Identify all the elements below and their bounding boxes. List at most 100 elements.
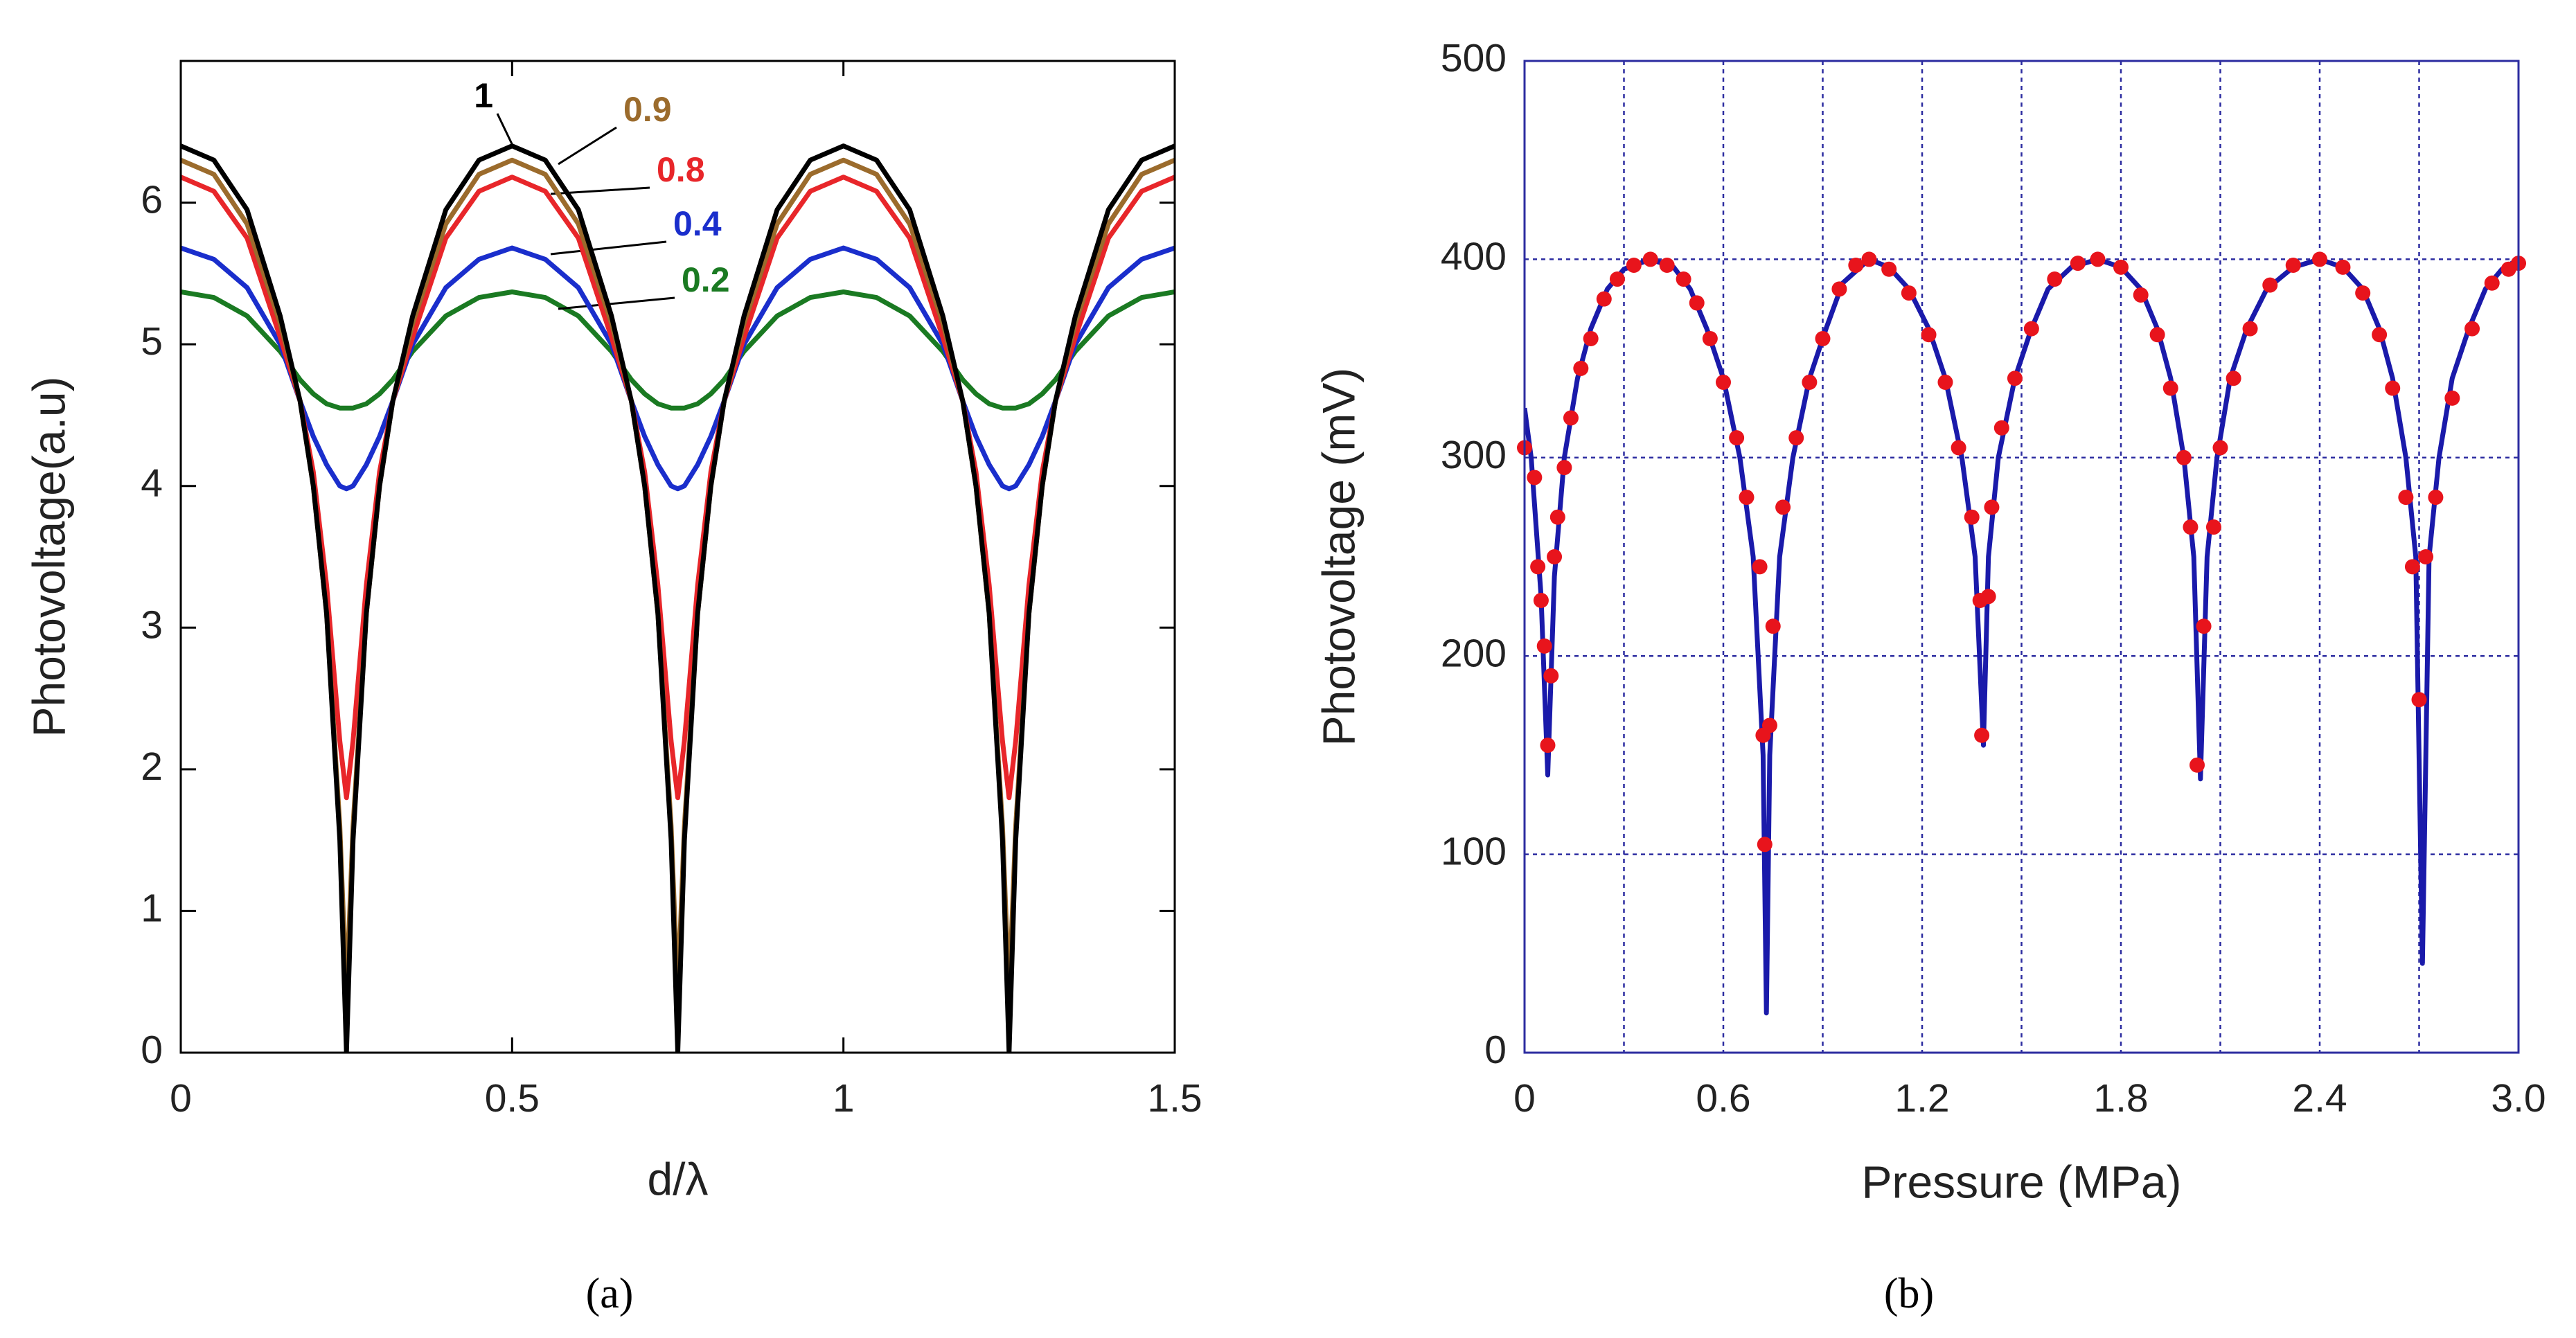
data-point	[1556, 460, 1572, 476]
x-tick-label: 0	[1513, 1076, 1536, 1121]
data-point	[2183, 519, 2199, 535]
data-point	[2484, 275, 2500, 291]
data-point	[2372, 327, 2388, 343]
data-point	[1642, 251, 1658, 267]
data-point	[2464, 321, 2480, 337]
y-tick-label: 200	[1441, 631, 1507, 675]
y-tick-label: 5	[141, 319, 163, 364]
y-tick-label: 6	[141, 178, 163, 222]
y-axis-label: Photovoltage(a.u)	[23, 376, 74, 737]
data-point	[1543, 668, 1559, 684]
data-point	[1921, 327, 1937, 343]
data-point	[1689, 295, 1705, 311]
y-tick-label: 500	[1441, 36, 1507, 80]
data-point	[1765, 618, 1781, 634]
plot-frame	[1523, 60, 2520, 1054]
y-tick-label: 3	[141, 603, 163, 647]
data-point	[1729, 430, 1745, 446]
data-point	[1815, 330, 1831, 346]
data-point	[1831, 281, 1847, 297]
x-tick-label: 1.8	[2093, 1076, 2148, 1121]
data-point	[1739, 490, 1755, 506]
x-tick-label: 1.5	[1147, 1076, 1202, 1121]
series-label: 0.8	[657, 150, 705, 189]
y-tick-label: 0	[141, 1028, 163, 1072]
series-line	[181, 245, 1175, 492]
data-point	[2023, 321, 2039, 337]
leader-line	[558, 126, 617, 166]
caption: (a)	[586, 1270, 634, 1317]
leader-line	[496, 113, 515, 149]
data-point	[1596, 291, 1612, 307]
data-point	[2176, 449, 2192, 465]
data-point	[1974, 727, 1990, 743]
data-point	[2212, 440, 2228, 456]
data-point	[2226, 371, 2241, 386]
x-tick-label: 0	[170, 1076, 192, 1121]
series-label: 0.2	[682, 260, 730, 299]
data-point	[1540, 738, 1556, 753]
data-point	[2385, 380, 2401, 396]
data-point	[2428, 490, 2444, 506]
data-point	[2196, 618, 2212, 634]
x-tick-label: 1.2	[1894, 1076, 1949, 1121]
data-point	[1583, 330, 1599, 346]
caption: (b)	[1884, 1270, 1934, 1317]
y-tick-label: 2	[141, 744, 163, 789]
data-point	[1775, 499, 1791, 515]
series-line	[181, 175, 1175, 801]
data-point	[1563, 410, 1579, 426]
x-tick-label: 0.5	[485, 1076, 540, 1121]
data-point	[2355, 285, 2371, 301]
data-point	[2007, 371, 2023, 386]
x-tick-label: 0.6	[1696, 1076, 1750, 1121]
data-point	[1536, 638, 1552, 654]
data-point	[2113, 259, 2129, 275]
series-label: 0.9	[623, 90, 672, 129]
data-point	[1993, 420, 2009, 436]
data-point	[1757, 837, 1773, 853]
data-point	[1901, 285, 1917, 301]
data-point	[1881, 261, 1897, 277]
x-axis-label: d/λ	[647, 1153, 708, 1204]
x-tick-label: 2.4	[2292, 1076, 2347, 1121]
data-point	[2070, 256, 2086, 271]
data-point	[1861, 251, 1877, 267]
data-point	[2162, 380, 2178, 396]
data-point	[2285, 257, 2301, 273]
data-point	[2411, 692, 2427, 708]
data-point	[1802, 374, 1818, 390]
data-point	[1964, 509, 1980, 525]
y-tick-label: 100	[1441, 830, 1507, 874]
y-tick-label: 300	[1441, 433, 1507, 477]
data-point	[1533, 593, 1549, 609]
data-point	[1951, 440, 1966, 456]
series-label: 0.4	[673, 204, 722, 243]
data-point	[1609, 271, 1625, 287]
data-point	[1676, 271, 1691, 287]
y-tick-label: 4	[141, 461, 163, 506]
data-point	[2205, 519, 2221, 535]
data-point	[2312, 251, 2327, 267]
data-point	[2047, 271, 2063, 287]
data-point	[1980, 589, 1996, 605]
data-point	[2398, 490, 2414, 506]
data-point	[2189, 757, 2205, 773]
data-point	[2335, 259, 2351, 275]
data-point	[1659, 257, 1675, 273]
series-line	[181, 289, 1175, 411]
data-point	[1937, 374, 1953, 390]
y-tick-label: 0	[1484, 1028, 1507, 1072]
data-point	[2404, 559, 2420, 575]
data-point	[1716, 374, 1731, 390]
leader-line	[550, 240, 667, 256]
series-label: 1	[474, 76, 493, 115]
data-point	[1848, 257, 1864, 273]
data-point	[2444, 390, 2460, 406]
leader-line	[558, 296, 675, 310]
plot-frame	[179, 60, 1176, 1054]
data-point	[1752, 559, 1768, 575]
data-point	[1626, 257, 1642, 273]
data-point	[2133, 287, 2149, 303]
